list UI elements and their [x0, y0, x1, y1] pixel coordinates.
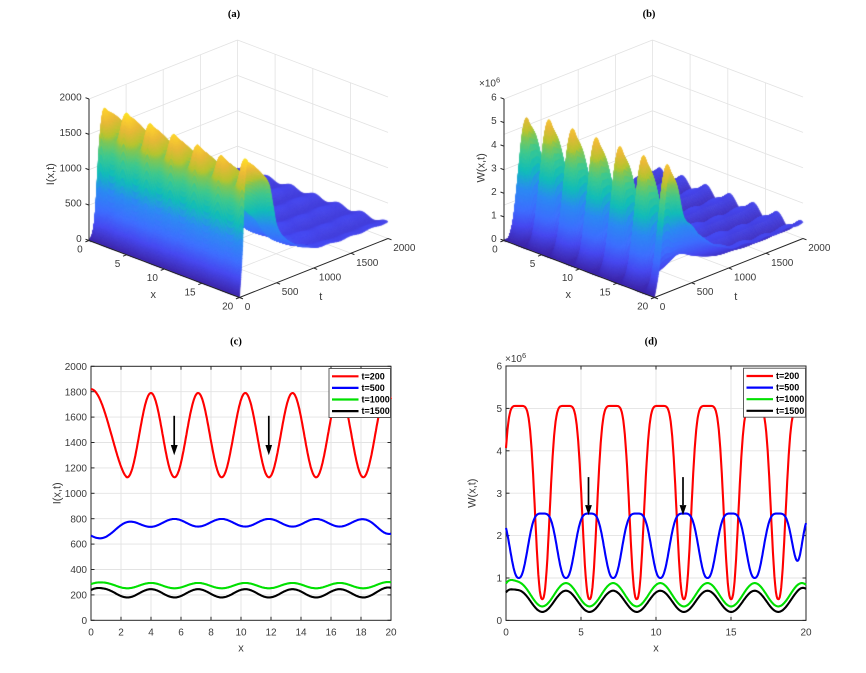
svg-text:W(x,t): W(x,t) — [476, 153, 488, 182]
svg-text:800: 800 — [70, 514, 87, 525]
svg-text:20: 20 — [637, 302, 649, 313]
svg-text:5: 5 — [578, 628, 584, 639]
svg-text:×106: ×106 — [505, 351, 526, 365]
svg-text:600: 600 — [70, 540, 87, 551]
svg-text:4: 4 — [491, 140, 497, 151]
svg-text:x: x — [565, 289, 571, 301]
svg-text:2000: 2000 — [65, 362, 88, 373]
svg-text:15: 15 — [725, 628, 737, 639]
svg-text:0: 0 — [77, 245, 83, 256]
svg-text:1000: 1000 — [65, 489, 88, 500]
svg-text:1: 1 — [491, 211, 497, 222]
svg-text:2: 2 — [496, 531, 502, 542]
svg-text:0: 0 — [491, 234, 497, 245]
svg-text:1600: 1600 — [65, 413, 88, 424]
svg-text:6: 6 — [491, 93, 497, 104]
svg-text:1000: 1000 — [734, 273, 757, 284]
svg-text:0: 0 — [503, 628, 509, 639]
svg-text:4: 4 — [148, 628, 154, 639]
svg-text:W(x,t): W(x,t) — [467, 479, 479, 508]
svg-text:16: 16 — [325, 628, 337, 639]
svg-text:14: 14 — [295, 628, 307, 639]
svg-text:15: 15 — [184, 287, 196, 298]
svg-text:18: 18 — [355, 628, 367, 639]
svg-text:20: 20 — [385, 628, 397, 639]
svg-text:20: 20 — [222, 302, 234, 313]
svg-text:t=200: t=200 — [776, 371, 799, 381]
svg-text:10: 10 — [147, 273, 159, 284]
svg-text:t=1500: t=1500 — [362, 406, 390, 416]
svg-text:8: 8 — [208, 628, 214, 639]
svg-text:1500: 1500 — [59, 128, 82, 139]
svg-text:(b): (b) — [643, 9, 656, 20]
svg-text:0: 0 — [496, 616, 502, 627]
svg-text:1000: 1000 — [59, 163, 82, 174]
svg-text:500: 500 — [697, 287, 714, 298]
svg-text:1400: 1400 — [65, 438, 88, 449]
svg-text:500: 500 — [282, 287, 299, 298]
svg-text:500: 500 — [65, 199, 82, 210]
svg-text:12: 12 — [265, 628, 277, 639]
svg-text:200: 200 — [70, 591, 87, 602]
svg-text:0: 0 — [660, 302, 666, 313]
svg-text:1: 1 — [496, 574, 502, 585]
svg-text:x: x — [150, 289, 156, 301]
svg-text:×106: ×106 — [479, 76, 500, 90]
svg-text:t=500: t=500 — [362, 383, 385, 393]
svg-text:6: 6 — [496, 362, 502, 373]
svg-text:2: 2 — [491, 187, 497, 198]
svg-text:1200: 1200 — [65, 464, 88, 475]
svg-text:5: 5 — [115, 259, 121, 270]
svg-text:5: 5 — [530, 259, 536, 270]
svg-text:0: 0 — [76, 234, 82, 245]
svg-text:t=1000: t=1000 — [776, 394, 804, 404]
svg-text:3: 3 — [491, 163, 497, 174]
svg-text:0: 0 — [492, 245, 498, 256]
svg-text:(c): (c) — [230, 337, 242, 348]
svg-text:x: x — [653, 643, 659, 655]
svg-text:5: 5 — [496, 404, 502, 415]
svg-text:(a): (a) — [228, 9, 241, 20]
svg-text:0: 0 — [88, 628, 94, 639]
svg-text:10: 10 — [235, 628, 247, 639]
svg-text:t=1500: t=1500 — [776, 406, 804, 416]
svg-text:I(x,t): I(x,t) — [52, 482, 64, 504]
svg-text:0: 0 — [81, 616, 87, 627]
svg-text:t=1000: t=1000 — [362, 395, 390, 405]
svg-text:1000: 1000 — [319, 273, 342, 284]
svg-text:2000: 2000 — [59, 93, 82, 104]
svg-text:1500: 1500 — [356, 258, 379, 269]
svg-text:10: 10 — [562, 273, 574, 284]
svg-text:10: 10 — [650, 628, 662, 639]
svg-text:2: 2 — [118, 628, 124, 639]
svg-text:t=200: t=200 — [362, 371, 385, 381]
svg-text:t=500: t=500 — [776, 383, 799, 393]
svg-text:1800: 1800 — [65, 387, 88, 398]
svg-text:0: 0 — [245, 302, 251, 313]
svg-text:6: 6 — [178, 628, 184, 639]
svg-text:3: 3 — [496, 489, 502, 500]
svg-text:2000: 2000 — [393, 243, 416, 254]
svg-text:2000: 2000 — [808, 243, 831, 254]
svg-text:(d): (d) — [645, 337, 658, 348]
svg-text:20: 20 — [800, 628, 812, 639]
svg-text:t: t — [734, 291, 737, 303]
svg-text:t: t — [319, 291, 322, 303]
svg-text:15: 15 — [599, 287, 611, 298]
svg-text:1500: 1500 — [771, 258, 794, 269]
svg-text:x: x — [238, 643, 244, 655]
svg-text:I(x,t): I(x,t) — [45, 163, 57, 185]
svg-text:400: 400 — [70, 565, 87, 576]
svg-text:5: 5 — [491, 116, 497, 127]
svg-text:4: 4 — [496, 446, 502, 457]
